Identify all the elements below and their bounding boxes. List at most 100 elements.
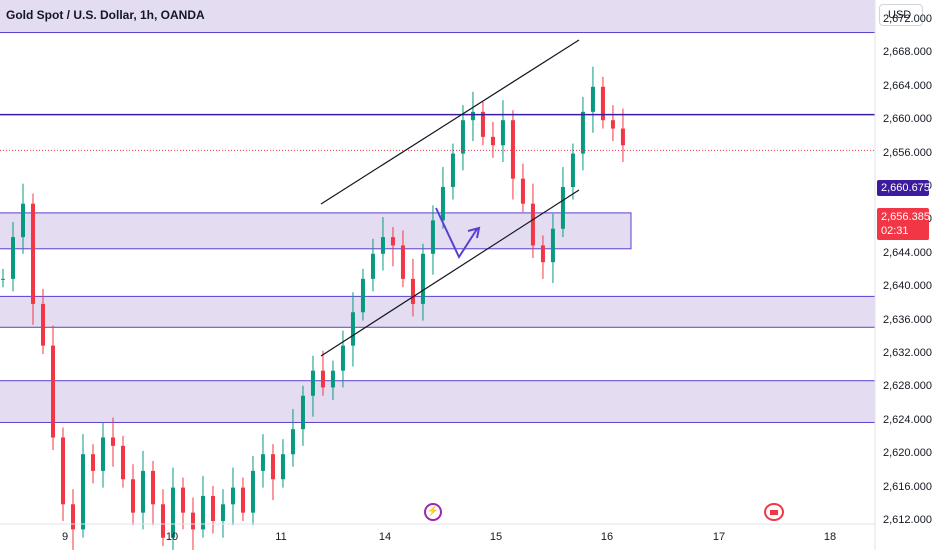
candle-body [300, 395, 305, 430]
projection-arrow [435, 207, 478, 260]
candle-body [100, 437, 105, 471]
candle-body [520, 178, 525, 204]
time-axis-label: 16 [600, 531, 614, 543]
candle-body [320, 370, 325, 388]
candle-body [80, 454, 85, 530]
time-axis-label: 17 [712, 531, 726, 543]
candle-body [380, 237, 385, 254]
candle-body [510, 120, 515, 179]
time-axis-label: 10 [165, 531, 179, 543]
price-axis-label: 2,636.000 [883, 313, 932, 326]
candle-body [260, 454, 265, 471]
price-axis-label: 2,668.000 [883, 46, 932, 59]
candle-body [140, 470, 145, 513]
candle-body [50, 345, 55, 438]
candle-body [190, 512, 195, 530]
time-axis-label: 11 [275, 531, 287, 543]
candle-body [370, 253, 375, 279]
economic-event-flag-icon[interactable] [764, 503, 784, 521]
candle-body [150, 470, 155, 505]
currency-selector[interactable]: USD [879, 4, 923, 26]
time-axis-label: 15 [489, 531, 503, 543]
price-zone [0, 212, 632, 250]
price-axis-label: 2,624.000 [883, 413, 932, 426]
time-axis-label: 18 [823, 531, 837, 543]
candle-body [30, 203, 35, 304]
candle-body [60, 437, 65, 505]
candle-body [460, 120, 465, 154]
lightning-icon[interactable]: ⚡ [424, 503, 442, 521]
candle-body [490, 136, 495, 146]
candle-body [430, 220, 435, 254]
candle-body [550, 228, 555, 263]
symbol-title[interactable]: Gold Spot / U.S. Dollar, 1h, OANDA [6, 8, 205, 22]
price-axis-label: 2,656.000 [883, 146, 932, 159]
candle-body [570, 153, 575, 187]
price-axis-label: 2,660.000 [883, 113, 932, 126]
chart-drawings [0, 39, 875, 357]
price-zone [0, 380, 876, 423]
candle-body [560, 187, 565, 229]
candle-body [350, 312, 355, 346]
price-axis-label: 2,644.000 [883, 246, 932, 259]
channel-lower-line [320, 189, 580, 357]
candle-body [240, 487, 245, 513]
price-axis-label: 2,640.000 [883, 280, 932, 293]
candlesticks [1, 66, 625, 550]
price-axis-label: 2,620.000 [883, 447, 932, 460]
candle-body [270, 454, 275, 480]
candle-body [200, 495, 205, 530]
price-axis-label: 2,672.000 [883, 13, 932, 25]
candle-body [330, 370, 335, 388]
candle-body [540, 245, 545, 263]
last-price-value: 2,656.385 [881, 211, 930, 223]
candle-body [590, 86, 595, 112]
candle-body [1, 278, 5, 280]
candle-body [620, 128, 625, 146]
bar-countdown: 02:31 [881, 225, 909, 237]
candle-body [530, 203, 535, 246]
last-price-label: 2,656.385 02:31 [877, 208, 930, 240]
channel-upper-line [320, 39, 580, 205]
candle-body [280, 454, 285, 480]
candle-body [410, 278, 415, 304]
resistance-price-label: 2,660.675 [877, 180, 930, 196]
candle-body [390, 237, 395, 246]
candle-body [580, 111, 585, 154]
candle-body [110, 437, 115, 446]
price-axis-label: 2,616.000 [883, 480, 932, 493]
time-axis-label: 14 [378, 531, 392, 543]
candle-body [40, 303, 45, 346]
candle-body [180, 487, 185, 513]
projection-arrow-head [467, 226, 481, 239]
candle-body [170, 487, 175, 538]
candle-body [360, 278, 365, 313]
candle-body [220, 504, 225, 521]
candle-body [130, 479, 135, 513]
candle-body [290, 429, 295, 455]
candle-body [250, 470, 255, 513]
candle-body [70, 504, 75, 530]
candle-body [210, 495, 215, 521]
supply-demand-zones [0, 0, 876, 423]
candle-body [610, 120, 615, 129]
candle-body [400, 245, 405, 279]
candle-body [230, 487, 235, 505]
candle-body [500, 120, 505, 146]
candle-body [340, 345, 345, 371]
candle-body [20, 203, 25, 238]
candle-body [420, 253, 425, 304]
price-axis-label: 2,628.000 [883, 380, 932, 393]
price-axis-label: 2,664.000 [883, 79, 932, 92]
time-axis-label: 9 [61, 531, 69, 543]
candle-body [10, 237, 15, 279]
candle-body [480, 111, 485, 137]
candle-body [470, 111, 475, 121]
candle-body [160, 504, 165, 538]
candle-body [90, 454, 95, 471]
price-axis-label: 2,632.000 [883, 347, 932, 359]
price-zone [0, 295, 876, 328]
candle-body [440, 187, 445, 221]
candle-body [120, 445, 125, 480]
